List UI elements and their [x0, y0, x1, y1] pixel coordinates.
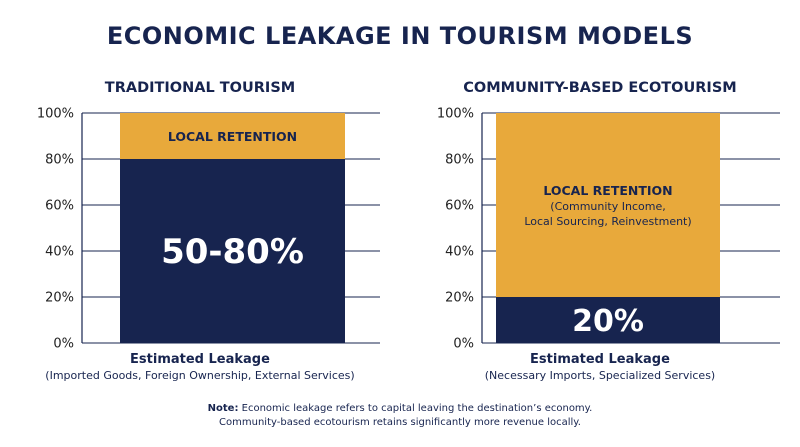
note-label: Note:	[207, 403, 239, 414]
y-tick-label: 0%	[453, 337, 474, 352]
ecotourism-panel: COMMUNITY-BASED ECOTOURISM 0% 20% 40% 60% 80…	[400, 0, 800, 447]
traditional-caption-detail: (Imported Goods, Foreign Ownership, Exte…	[45, 369, 355, 382]
traditional-tourism-title: TRADITIONAL TOURISM	[104, 80, 296, 96]
page-title: ECONOMIC LEAKAGE IN TOURISM MODELS	[106, 22, 694, 50]
y-tick-label: 20%	[445, 291, 474, 306]
traditional-tourism-panel: TRADITIONAL TOURISM 0% 20% 40% 60% 80% 100% 50…	[0, 80, 400, 382]
y-tick-label: 40%	[45, 245, 74, 260]
y-tick-label: 40%	[445, 245, 474, 260]
note-line-1: Economic leakage refers to capital leavi…	[241, 403, 593, 414]
footnote: Note: Economic leakage refers to capital…	[0, 402, 800, 430]
retention-sublabel: Local Sourcing, Reinvestment)	[524, 215, 691, 228]
traditional-tourism-chart: 0% 20% 40% 60% 80% 100% 50-80% LOCAL RETENTION	[37, 107, 380, 352]
retention-label: LOCAL RETENTION	[168, 129, 297, 144]
ecotourism-caption-detail: (Necessary Imports, Specialized Services…	[484, 369, 716, 382]
leakage-value-label: 20%	[572, 304, 644, 339]
y-tick-label: 80%	[45, 153, 74, 168]
y-tick-label: 100%	[37, 107, 74, 122]
retention-bar-segment	[120, 113, 345, 159]
ecotourism-caption-title: Estimated Leakage	[530, 352, 670, 367]
retention-sublabel: (Community Income,	[550, 200, 665, 213]
ecotourism-caption: Estimated Leakage (Necessary Imports, Sp…	[400, 352, 800, 382]
traditional-caption-title: Estimated Leakage	[130, 352, 270, 367]
y-tick-label: 80%	[445, 153, 474, 168]
y-tick-label: 100%	[437, 107, 474, 122]
ecotourism-chart: 0% 20% 40% 60% 80% 100% 20% LOCAL RETENTION (Com…	[437, 107, 780, 352]
y-tick-label: 60%	[45, 199, 74, 214]
traditional-caption: Estimated Leakage (Imported Goods, Forei…	[0, 352, 400, 382]
leakage-bar-segment	[120, 159, 345, 343]
leakage-bar-segment	[496, 297, 720, 343]
note-line-2: Community-based ecotourism retains signi…	[219, 417, 581, 428]
y-tick-label: 60%	[445, 199, 474, 214]
y-tick-label: 0%	[53, 337, 74, 352]
retention-bar-segment	[496, 113, 720, 297]
retention-label: LOCAL RETENTION	[543, 183, 672, 198]
leakage-value-label: 50-80%	[161, 232, 304, 272]
ecotourism-title: COMMUNITY-BASED ECOTOURISM	[463, 80, 737, 96]
y-tick-label: 20%	[45, 291, 74, 306]
